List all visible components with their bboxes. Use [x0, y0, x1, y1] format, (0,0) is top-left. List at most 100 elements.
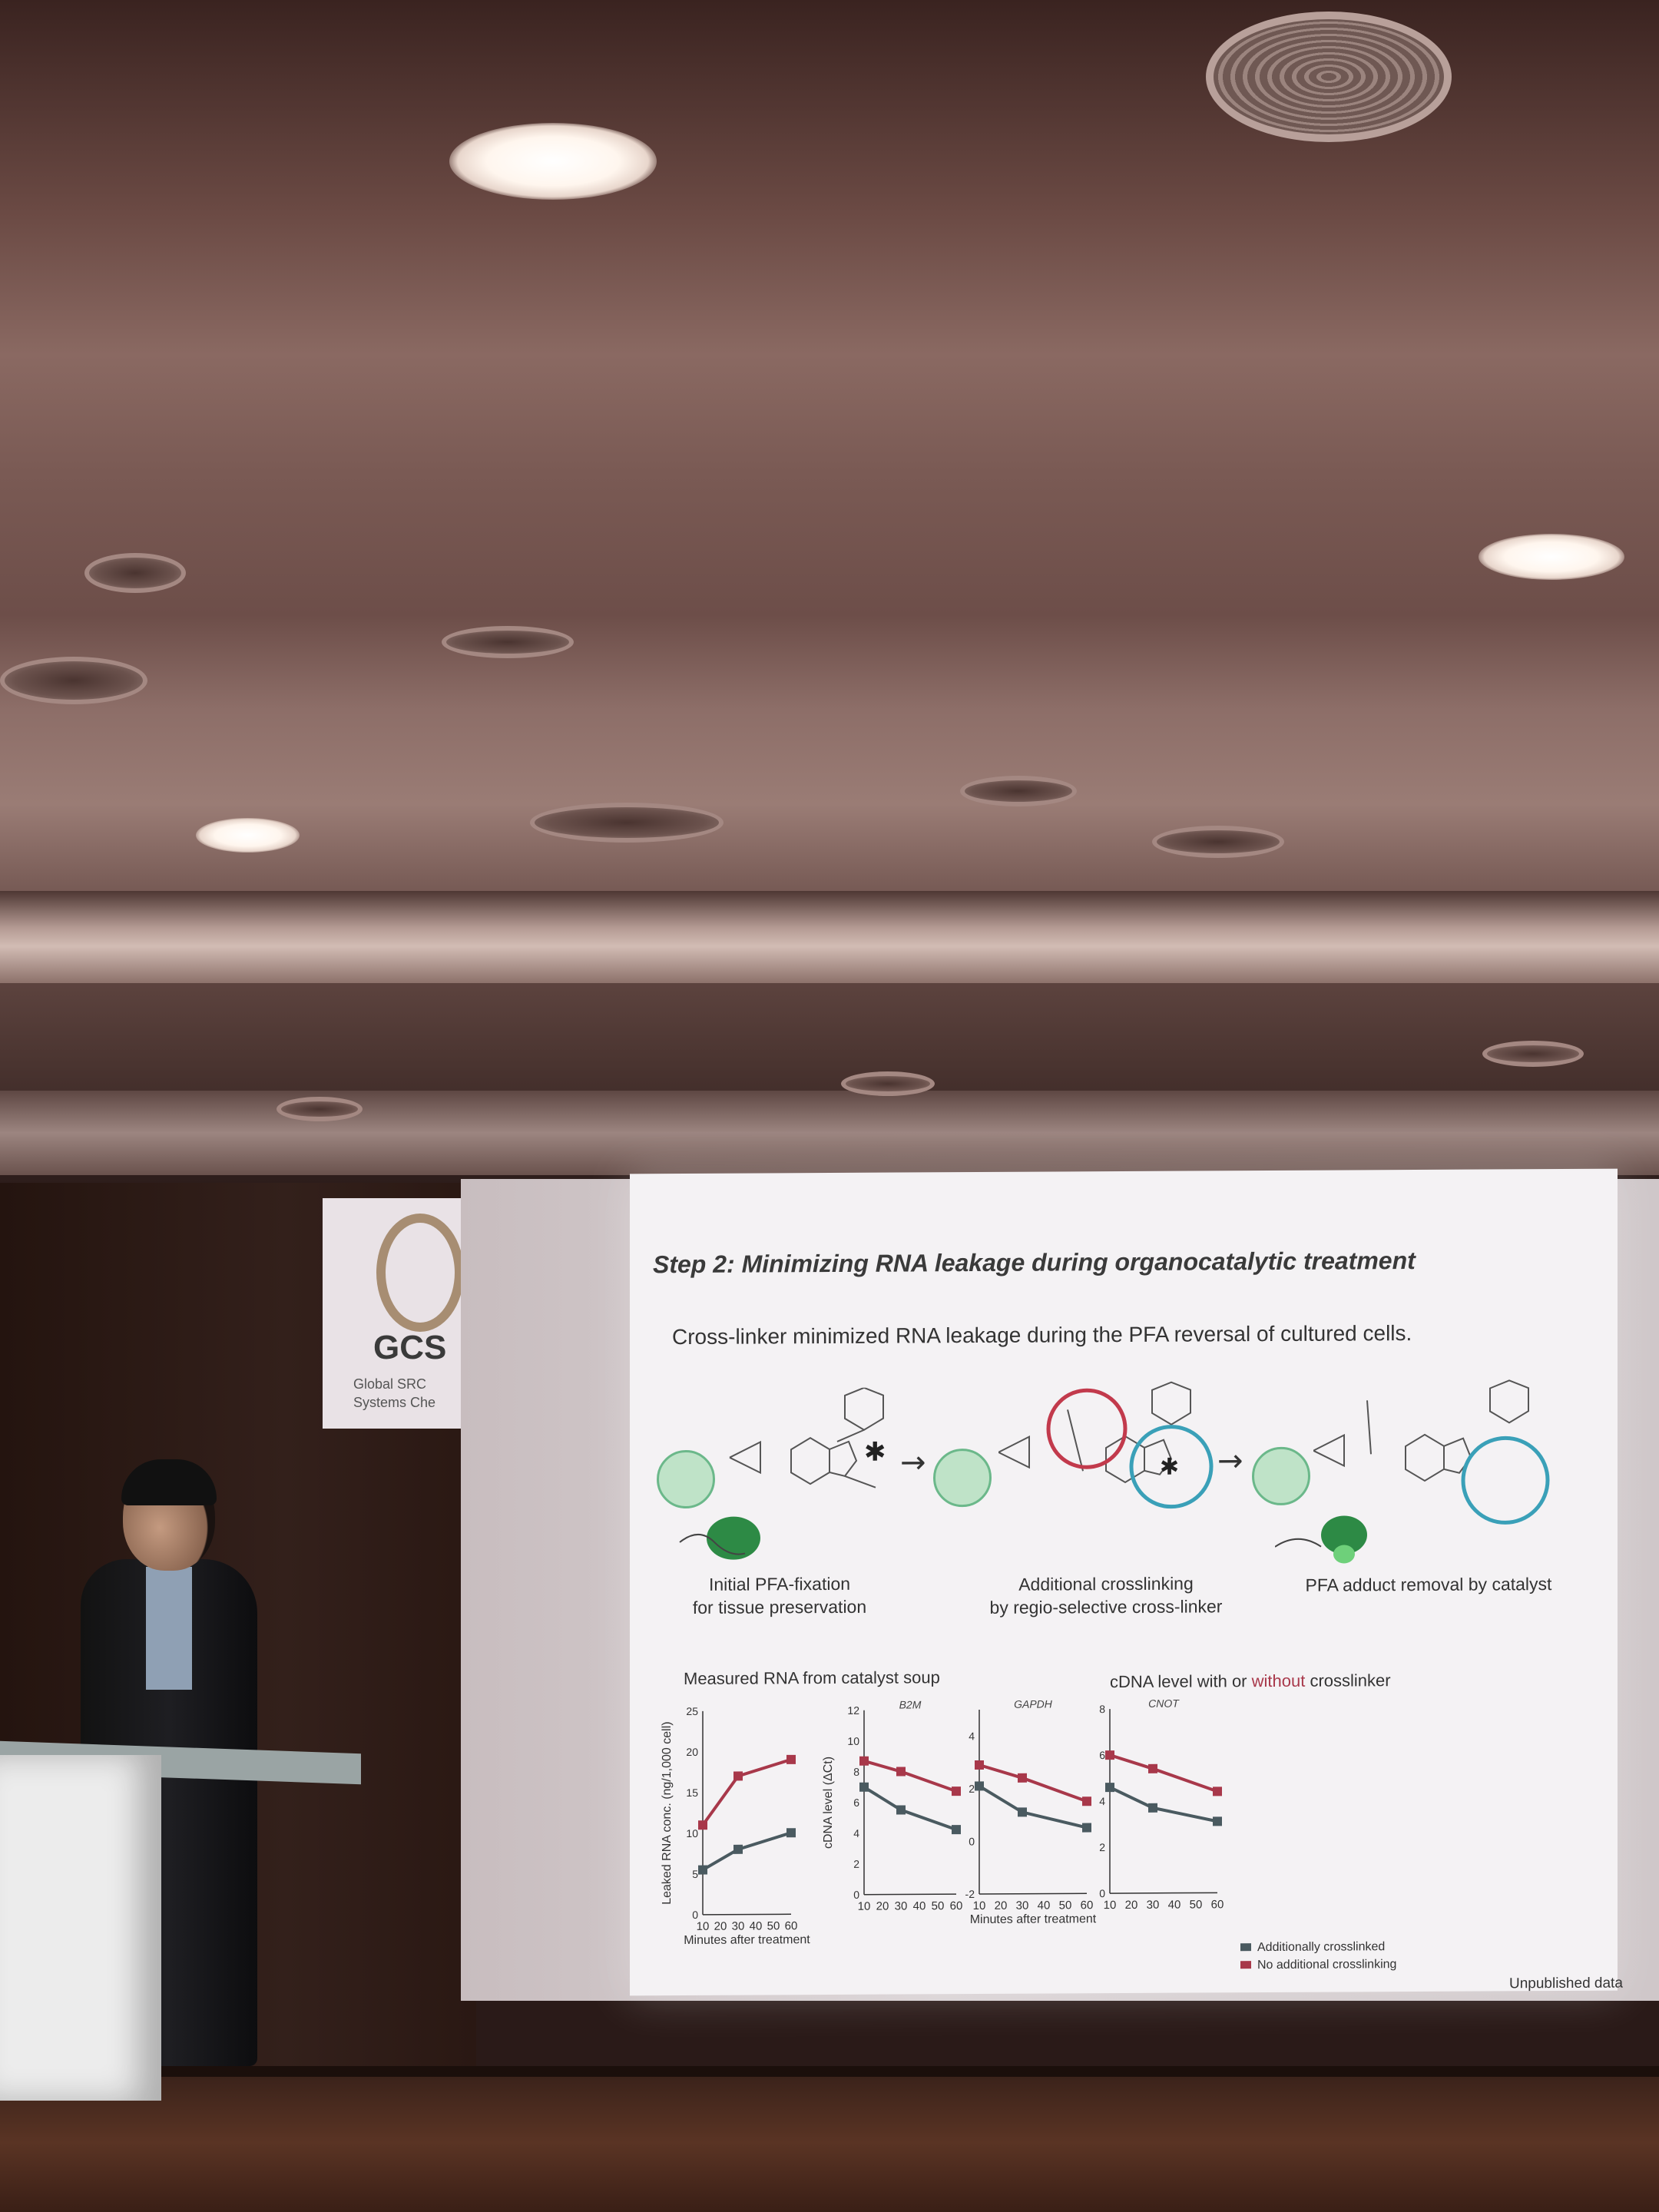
- series-line: [1109, 1786, 1218, 1823]
- data-point: [1018, 1807, 1027, 1817]
- slide-title: Step 2: Minimizing RNA leakage during or…: [653, 1247, 1416, 1279]
- y-tick-label: 4: [969, 1730, 975, 1742]
- step-caption: PFA adduct removal by catalyst: [1275, 1572, 1582, 1597]
- data-point: [1148, 1803, 1157, 1813]
- ceiling-soffit: [0, 1091, 1659, 1175]
- step-caption-line: for tissue preservation: [692, 1596, 867, 1618]
- x-tick-label: 50: [1190, 1898, 1203, 1911]
- x-axis-label: Minutes after treatment: [684, 1933, 810, 1947]
- left-chart-title: Measured RNA from catalyst soup: [684, 1667, 940, 1689]
- arrow-icon: →: [900, 1445, 926, 1481]
- series-line: [701, 1757, 792, 1826]
- legend-label: No additional crosslinking: [1257, 1958, 1397, 1972]
- series-line: [863, 1759, 957, 1793]
- y-tick-label: 10: [847, 1735, 859, 1747]
- legend-entry: Additionally crosslinked: [1240, 1940, 1385, 1955]
- y-tick-label: 10: [686, 1827, 698, 1839]
- cell-icon: [657, 1449, 715, 1509]
- x-tick-label: 40: [750, 1919, 763, 1932]
- ceiling-fixture: [1152, 826, 1284, 858]
- step-caption-line: Initial PFA-fixation: [708, 1573, 851, 1594]
- panel-title: CNOT: [1148, 1697, 1180, 1710]
- y-tick-label: 20: [686, 1746, 698, 1758]
- y-tick-label: 8: [853, 1766, 859, 1778]
- data-point: [786, 1828, 796, 1838]
- footer-note: Unpublished data: [1509, 1975, 1623, 1992]
- data-point: [1213, 1786, 1222, 1796]
- ceiling-soffit: [0, 891, 1659, 983]
- banner-subtitle: Global SRC Systems Che: [353, 1375, 435, 1412]
- y-tick-label: 4: [853, 1827, 859, 1839]
- banner-subtitle-line: Global SRC: [353, 1376, 427, 1392]
- data-point: [975, 1760, 984, 1770]
- ceiling-light: [1479, 534, 1624, 580]
- x-tick-label: 10: [973, 1899, 986, 1912]
- ceiling-fixture: [0, 657, 147, 704]
- x-tick-label: 50: [932, 1899, 945, 1912]
- y-tick-label: 15: [686, 1786, 698, 1799]
- x-axis: [979, 1892, 1087, 1895]
- x-tick-label: 60: [785, 1919, 798, 1932]
- data-point: [1018, 1773, 1027, 1783]
- y-tick-label: 5: [692, 1868, 698, 1880]
- y-tick-label: 0: [969, 1835, 975, 1847]
- legend-marker: [1240, 1961, 1251, 1969]
- ceiling-fixture: [442, 626, 574, 658]
- data-point: [952, 1825, 961, 1835]
- presentation-slide: Step 2: Minimizing RNA leakage during or…: [630, 1168, 1623, 1996]
- x-tick-label: 40: [913, 1899, 926, 1912]
- x-tick-label: 10: [1104, 1899, 1117, 1912]
- ceiling-fixture: [276, 1097, 363, 1121]
- legend-label: Additionally crosslinked: [1257, 1940, 1386, 1955]
- step-caption-line: Additional crosslinking: [1018, 1573, 1194, 1594]
- y-tick-label: 12: [847, 1704, 859, 1717]
- data-point: [896, 1767, 906, 1777]
- ceiling-fixture: [1482, 1041, 1584, 1067]
- ceiling-fixture: [84, 553, 186, 593]
- data-point: [1148, 1763, 1157, 1773]
- y-tick-label: 0: [853, 1889, 859, 1901]
- banner-subtitle-line: Systems Che: [353, 1395, 436, 1410]
- step-caption-line: PFA adduct removal by catalyst: [1305, 1574, 1552, 1595]
- stage-floor: [0, 2074, 1659, 2212]
- ceiling-fixture: [960, 776, 1077, 806]
- x-tick-label: 30: [732, 1920, 745, 1933]
- x-tick-label: 20: [714, 1920, 727, 1933]
- data-point: [698, 1820, 707, 1830]
- protein-blob: [1275, 1515, 1367, 1564]
- title-part: without: [1251, 1671, 1306, 1691]
- data-point: [1105, 1783, 1114, 1793]
- title-part: cDNA level with or: [1110, 1671, 1252, 1692]
- x-axis: [1110, 1892, 1217, 1894]
- svg-text:✱: ✱: [864, 1437, 886, 1468]
- data-point: [1213, 1816, 1222, 1826]
- step-caption-line: by regio-selective cross-linker: [989, 1596, 1223, 1618]
- ceiling-fixture: [530, 803, 724, 843]
- data-point: [975, 1781, 984, 1791]
- x-tick-label: 20: [995, 1899, 1008, 1912]
- data-point: [859, 1782, 869, 1792]
- speaker-shirt: [146, 1567, 192, 1690]
- svg-text:✱: ✱: [1160, 1454, 1179, 1481]
- speaker-hair: [121, 1459, 217, 1505]
- data-point: [733, 1771, 743, 1781]
- x-axis: [703, 1913, 791, 1916]
- y-tick-label: 2: [853, 1858, 859, 1870]
- protein-blob: [679, 1516, 760, 1560]
- data-point: [896, 1805, 906, 1815]
- y-tick-label: 2: [969, 1783, 975, 1795]
- y-tick-label: 8: [1099, 1703, 1105, 1715]
- panel-title: GAPDH: [1014, 1697, 1053, 1710]
- title-part: crosslinker: [1305, 1671, 1391, 1690]
- data-point: [698, 1865, 707, 1875]
- x-tick-label: 10: [697, 1920, 710, 1933]
- x-tick-label: 60: [1211, 1898, 1224, 1911]
- x-tick-label: 30: [1147, 1899, 1160, 1912]
- reversed-structure: [1313, 1379, 1550, 1525]
- ceiling-fixture: [841, 1071, 935, 1096]
- y-tick-label: 0: [692, 1909, 698, 1921]
- data-point: [859, 1756, 869, 1766]
- y-tick-label: -2: [965, 1888, 975, 1900]
- x-tick-label: 20: [1125, 1899, 1138, 1912]
